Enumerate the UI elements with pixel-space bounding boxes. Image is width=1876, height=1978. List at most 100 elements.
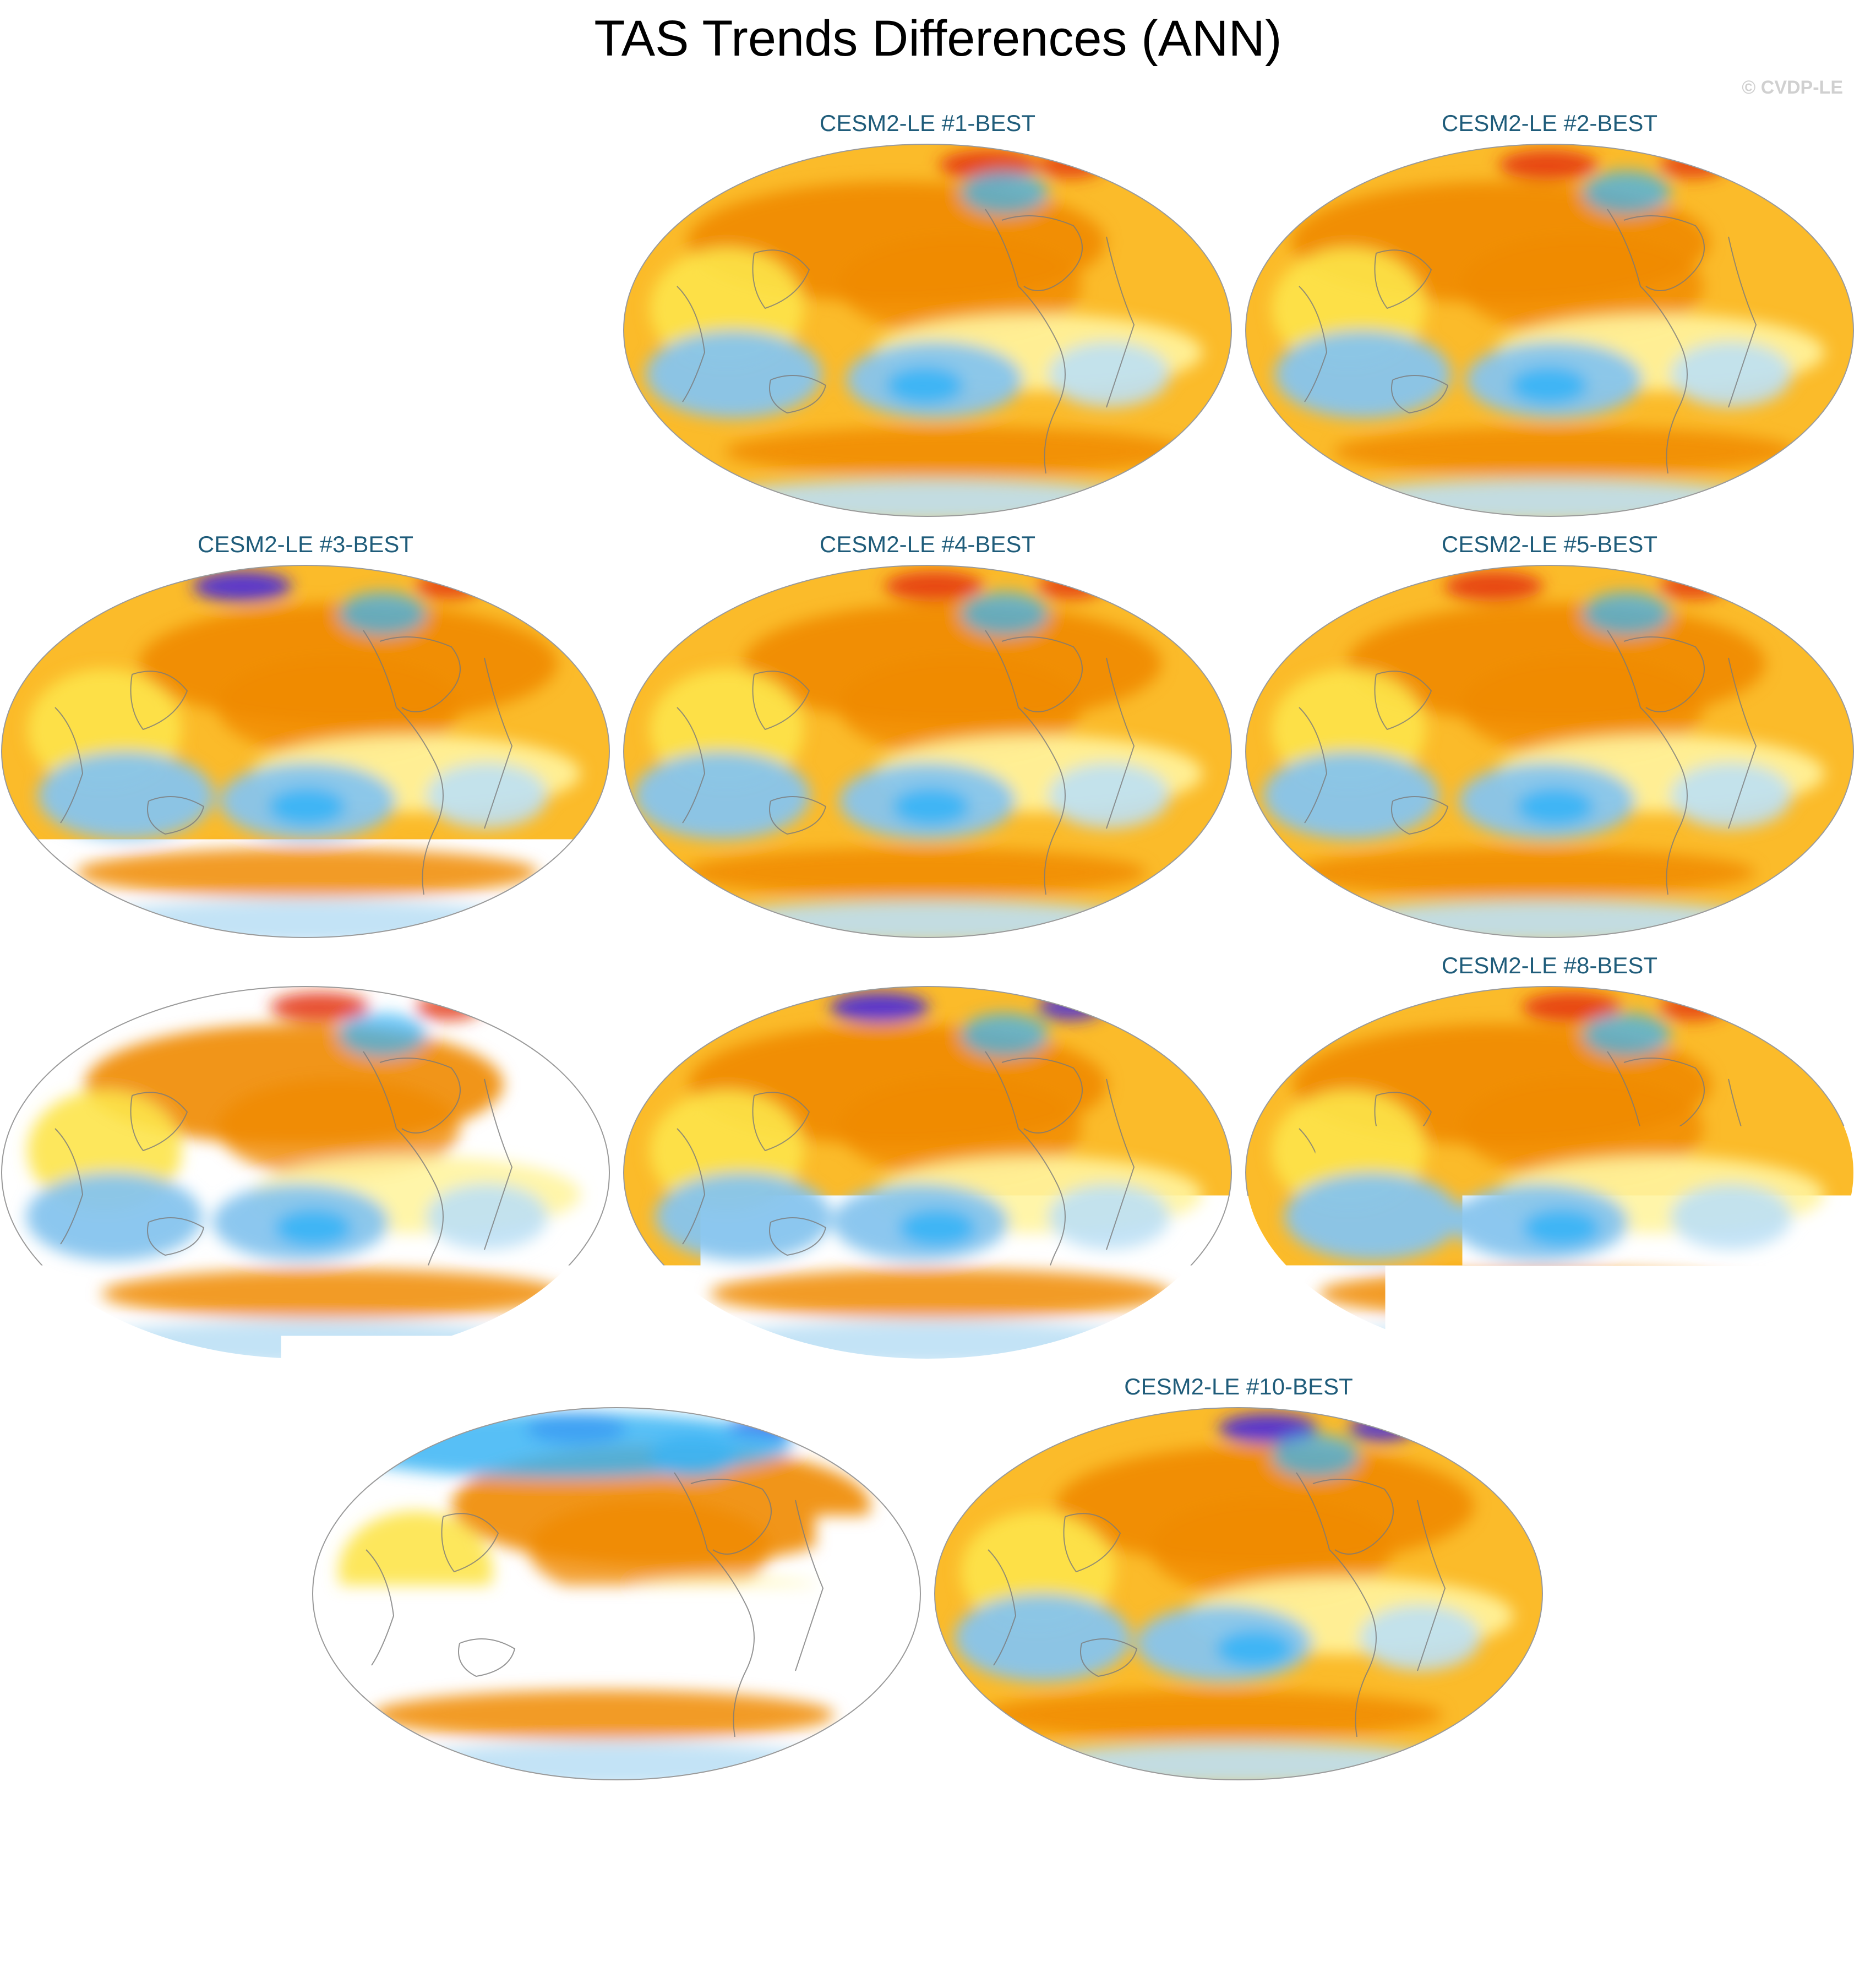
- cool-blob: [899, 1209, 976, 1246]
- panel-title: CESM2-LE #4-BEST: [622, 531, 1233, 558]
- colorbar-units: C 55yr-1: [0, 1915, 1876, 1959]
- colorbar-swatch: [1656, 1816, 1737, 1853]
- map-panel: CESM2-LE #8-BEST: [1244, 952, 1855, 1376]
- polar-blob: [885, 571, 984, 602]
- panel-title: CESM2-LE #3-BEST: [0, 531, 611, 558]
- warm-blob: [710, 1269, 1172, 1318]
- colorbar-tick-label: -6: [280, 1861, 314, 1905]
- panel-title: CESM2-LE #5-BEST: [1244, 531, 1855, 558]
- warm-blob: [372, 1690, 835, 1740]
- map-panel: CESM2-LE #10-BEST: [933, 1374, 1544, 1797]
- cool-blob: [961, 171, 1049, 215]
- cool-blob: [330, 1412, 793, 1478]
- colorbar-tick-label: 4: [1406, 1861, 1427, 1905]
- colorbar-swatch: [138, 1816, 218, 1853]
- warm-blob: [101, 1269, 564, 1318]
- cool-blob: [655, 1173, 831, 1261]
- colorbar-tick-label: 6: [1566, 1861, 1587, 1905]
- cool-blob: [1216, 1630, 1293, 1668]
- map-panel: CESM2-LE #4-BEST: [622, 531, 1233, 955]
- map-panel: CESM2-LE #5-BEST: [1244, 531, 1855, 955]
- warm-blob: [980, 1690, 1443, 1740]
- warm-blob: [684, 848, 1147, 897]
- cool-blob: [1284, 1173, 1460, 1261]
- field-blobs: [325, 1412, 892, 1781]
- colorbar: [138, 1816, 1736, 1853]
- colorbar-swatch: [617, 1816, 697, 1853]
- cool-blob: [517, 1594, 760, 1660]
- panel-title: CESM2-LE #7-BEST: [622, 952, 1233, 979]
- colorbar-swatch: [1177, 1816, 1257, 1853]
- colorbar-swatch: [457, 1816, 538, 1853]
- cool-blob: [325, 1594, 501, 1682]
- colorbar-swatch: [1337, 1816, 1417, 1853]
- colorbar-swatch: [537, 1816, 618, 1853]
- cool-blob: [961, 592, 1049, 636]
- colorbar-swatch: [697, 1816, 777, 1853]
- warm-blob: [1318, 1269, 1781, 1318]
- map-heatmap: [622, 564, 1233, 939]
- map-heatmap: [0, 985, 611, 1360]
- map-panel: CESM2-LE #6-BEST: [0, 952, 611, 1376]
- warm-blob: [76, 848, 538, 897]
- map-panel: CESM2-LE #1-BEST: [622, 110, 1233, 534]
- warm-blob: [1333, 427, 1796, 476]
- cool-blob: [646, 330, 822, 418]
- colorbar-tick-label: -4: [440, 1861, 475, 1905]
- cool-blob: [1272, 1434, 1360, 1478]
- panel-title: CESM2-LE #1-BEST: [622, 110, 1233, 137]
- map-heatmap: [1244, 985, 1855, 1360]
- map-panel: CESM2-LE #7-BEST: [622, 952, 1233, 1376]
- cool-blob: [269, 788, 346, 825]
- cool-blob: [634, 751, 810, 840]
- panel-title: CESM2-LE #6-BEST: [0, 952, 611, 979]
- cool-blob: [275, 1209, 352, 1246]
- cool-blob: [1275, 330, 1451, 418]
- colorbar-swatch: [378, 1816, 458, 1853]
- colorbar-swatch: [297, 1816, 378, 1853]
- cool-blob: [1583, 1013, 1671, 1057]
- colorbar-swatch: [217, 1816, 298, 1853]
- polar-blob: [1444, 571, 1544, 602]
- warm-blob: [725, 427, 1187, 476]
- cool-blob: [1583, 592, 1671, 636]
- colorbar-tick-label: -0.5: [744, 1861, 810, 1905]
- map-heatmap: [622, 985, 1233, 1360]
- cool-blob: [961, 1013, 1049, 1057]
- colorbar-swatch: [1496, 1816, 1577, 1853]
- colorbar-swatch: [1416, 1816, 1497, 1853]
- warm-blob: [1293, 848, 1755, 897]
- cool-blob: [886, 367, 963, 404]
- colorbar-tick-label: 0: [926, 1861, 948, 1905]
- map-panel: CESM2-LE #9-BEST: [311, 1374, 922, 1797]
- polar-blob: [830, 992, 929, 1023]
- map-panel: CESM2-LE #3-BEST: [0, 531, 611, 955]
- cool-blob: [1263, 751, 1439, 840]
- cool-blob: [26, 1173, 203, 1261]
- colorbar-swatch: [857, 1816, 937, 1853]
- cool-blob: [893, 788, 970, 825]
- cool-blob: [955, 1594, 1131, 1682]
- cool-blob: [339, 592, 427, 636]
- map-heatmap: [1244, 143, 1855, 517]
- cool-blob: [1583, 171, 1671, 215]
- map-heatmap: [933, 1407, 1544, 1781]
- watermark: © CVDP-LE: [1742, 77, 1843, 99]
- map-heatmap: [622, 143, 1233, 517]
- colorbar-swatch: [937, 1816, 1017, 1853]
- panel-title: CESM2-LE #10-BEST: [933, 1374, 1544, 1400]
- colorbar-tick-label: 2: [1246, 1861, 1267, 1905]
- panel-title: CESM2-LE #2-BEST: [1244, 110, 1855, 137]
- colorbar-tick-label: -2: [600, 1861, 634, 1905]
- cool-blob: [1523, 1209, 1600, 1246]
- cool-blob: [1517, 788, 1594, 825]
- map-heatmap: [311, 1407, 922, 1781]
- cool-blob: [1510, 367, 1588, 404]
- colorbar-swatch: [1017, 1816, 1097, 1853]
- colorbar-tick-label: 0.5: [1070, 1861, 1124, 1905]
- chart-title: TAS Trends Differences (ANN): [0, 10, 1876, 68]
- colorbar-swatch: [1257, 1816, 1337, 1853]
- cool-blob: [339, 1013, 427, 1057]
- colorbar-swatch: [1097, 1816, 1177, 1853]
- map-heatmap: [1244, 564, 1855, 939]
